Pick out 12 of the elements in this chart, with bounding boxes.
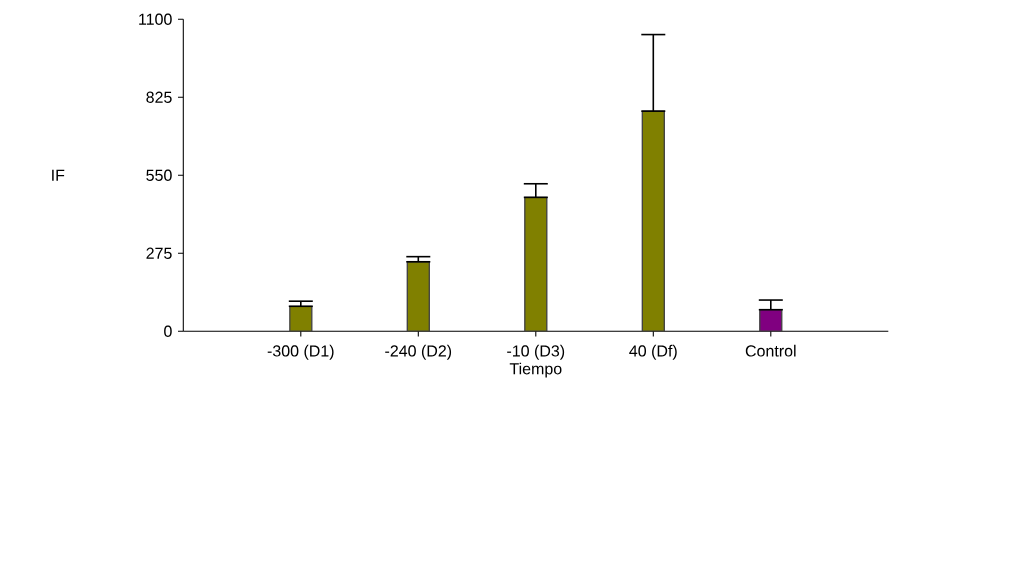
y-tick-label: 825 — [146, 91, 172, 103]
y-tick-label: 0 — [164, 325, 172, 337]
x-axis-title: Tiempo — [509, 362, 562, 378]
x-tick-label: -240 (D2) — [385, 344, 452, 360]
x-tick-label: -300 (D1) — [267, 344, 334, 360]
y-tick-label: 275 — [146, 247, 172, 259]
y-axis-title: IF — [52, 169, 65, 181]
y-tick-label: 1100 — [139, 13, 172, 25]
x-tick-label: -10 (D3) — [507, 344, 565, 360]
x-tick-label: 40 (Df) — [629, 344, 677, 360]
y-tick-label: 550 — [146, 169, 172, 181]
x-tick-label: Control — [745, 344, 796, 357]
